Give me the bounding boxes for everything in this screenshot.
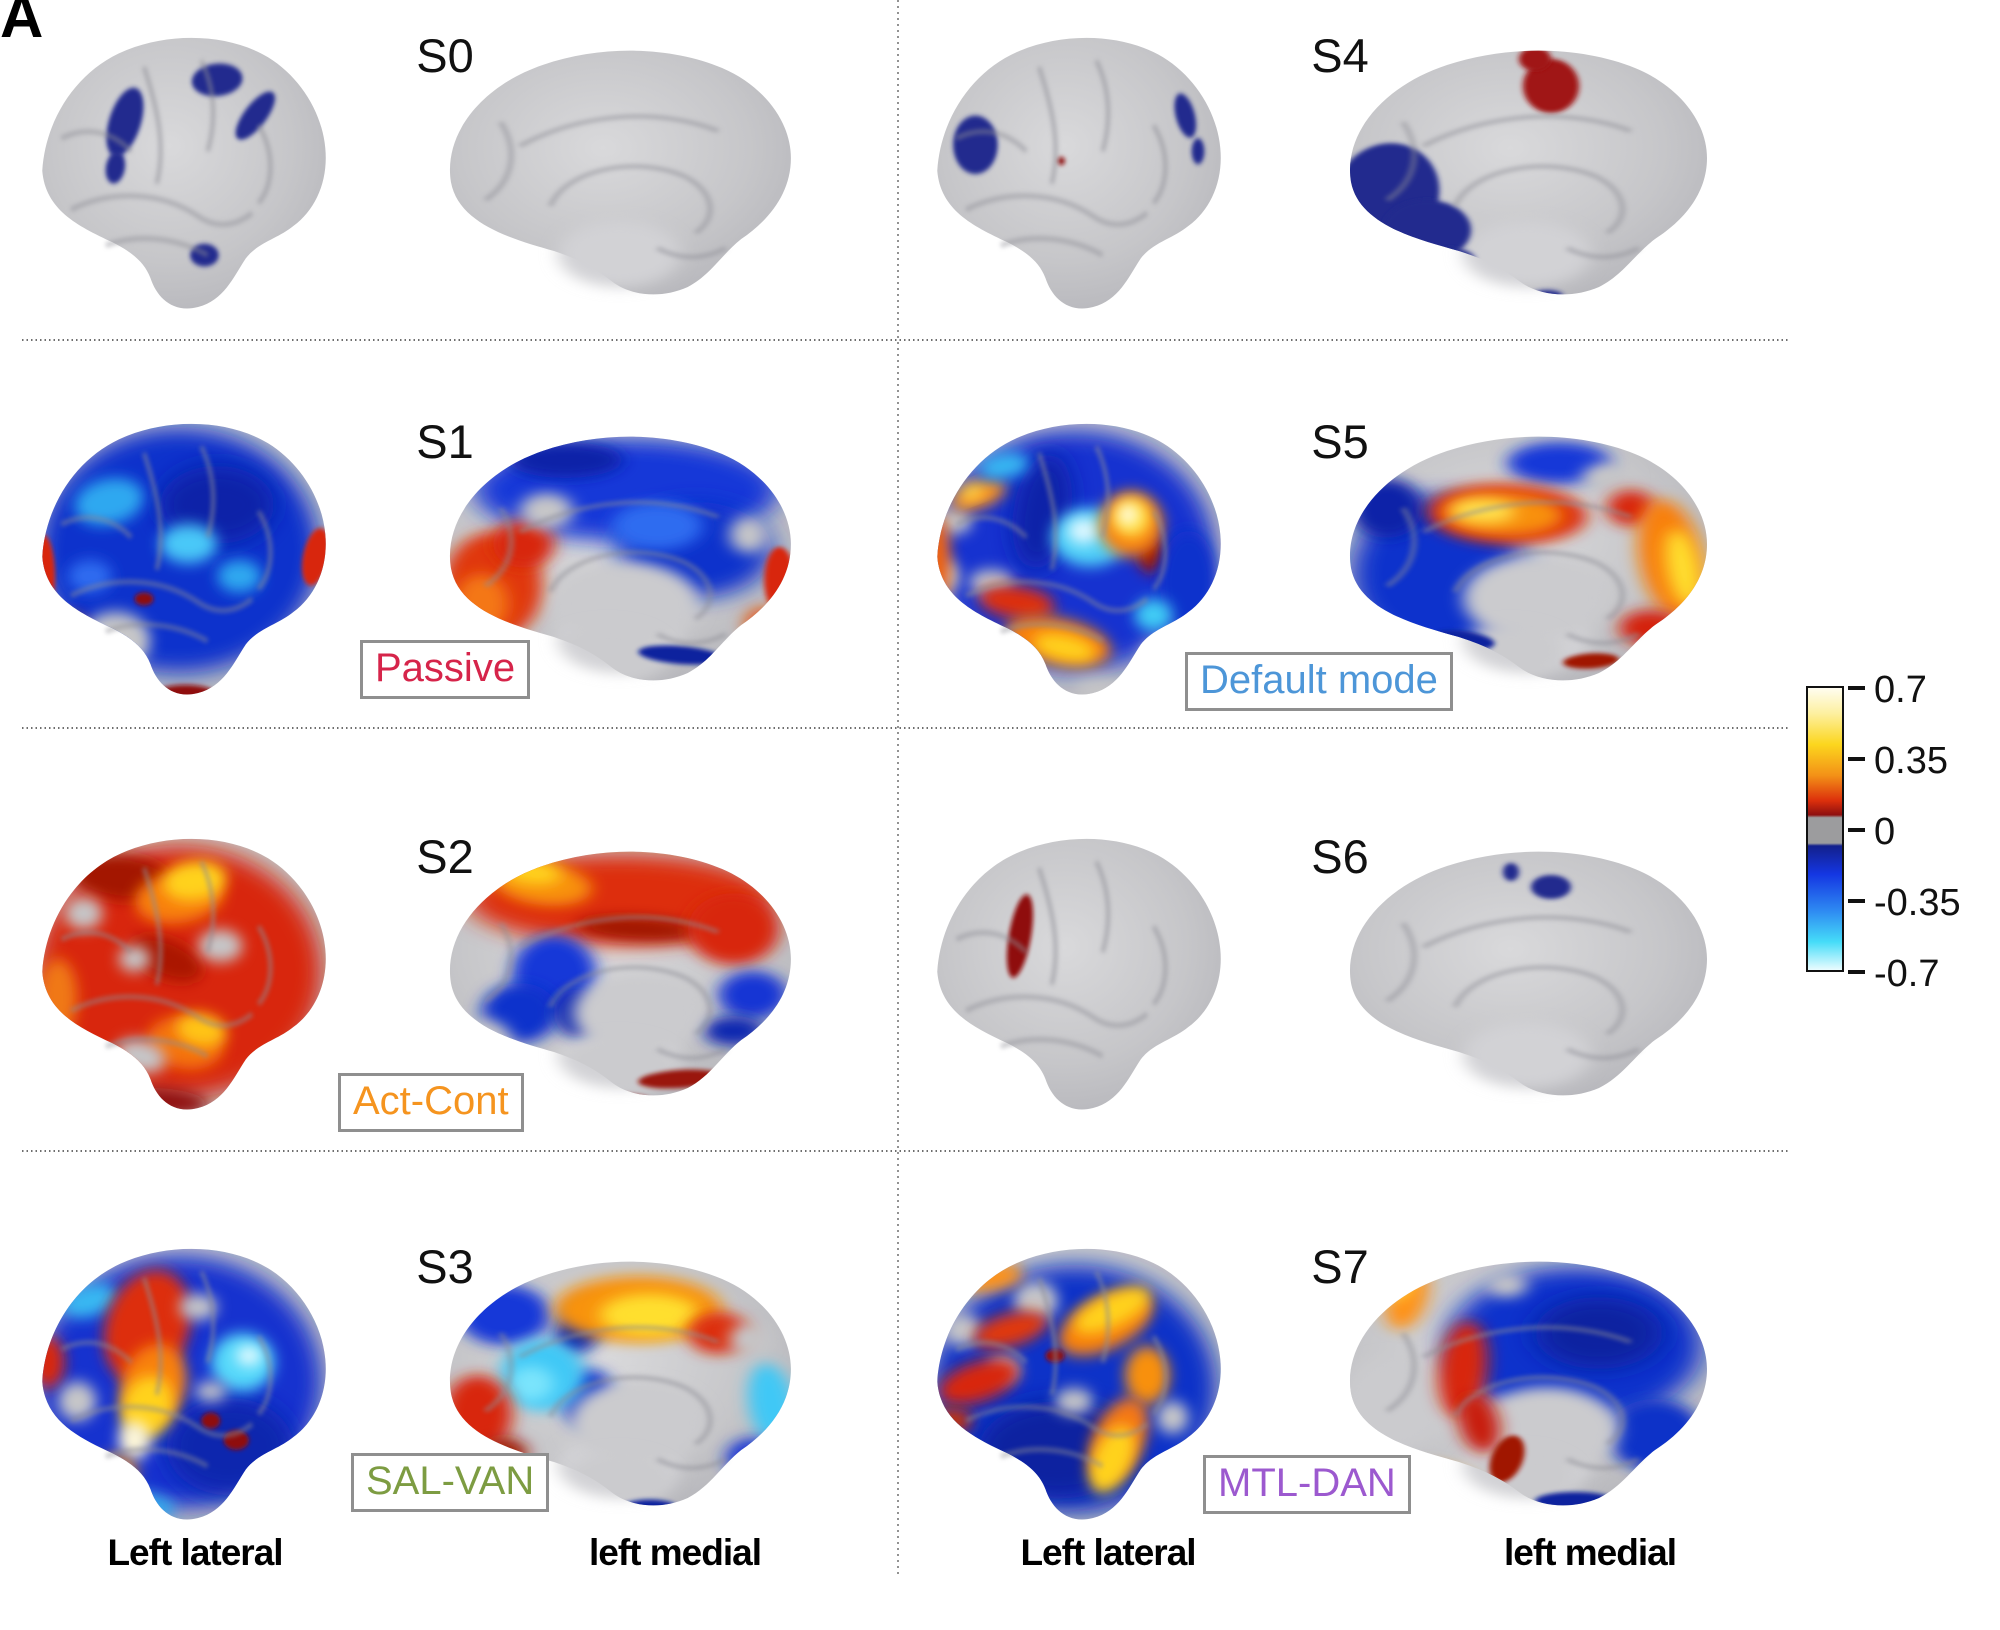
subject-label-s2: S2	[416, 830, 474, 883]
colorbar-label-min: -0.7	[1874, 953, 1940, 995]
colorbar-tick--0.35	[1848, 899, 1865, 903]
brain-medial-s0	[428, 38, 810, 308]
brain-medial-s7	[1349, 1249, 1727, 1519]
colorbar-label-mid-pos: 0.35	[1874, 740, 1948, 782]
panel-letter: A	[0, 0, 44, 50]
brain-silhouette	[937, 839, 1221, 1110]
brain-medial-s5	[1327, 424, 1727, 694]
network-label-default-mode: Default mode	[1185, 652, 1453, 711]
brain-lateral-s7	[937, 1239, 1233, 1531]
subplot-s2: S2 Act-Cont	[8, 815, 898, 1150]
subject-label-s7: S7	[1311, 1240, 1369, 1293]
brain-silhouette	[450, 51, 791, 295]
subject-label-s4: S4	[1311, 29, 1369, 82]
brain-lateral-s5	[937, 414, 1233, 695]
colorbar: 0.7 0.35 0 -0.35 -0.7	[1806, 671, 2000, 995]
colorbar-label-zero: 0	[1874, 811, 1896, 853]
view-label-left-lateral-1: Left lateral	[107, 1532, 283, 1573]
subject-label-s1: S1	[416, 415, 474, 468]
brain-medial-s6	[1327, 839, 1727, 1109]
view-label-left-lateral-2: Left lateral	[1020, 1532, 1196, 1573]
colorbar-tick--0.7	[1848, 970, 1865, 974]
brain-medial-s3	[428, 1249, 810, 1519]
subject-label-s0: S0	[416, 29, 474, 82]
brain-silhouette	[42, 38, 326, 309]
brain-medial-s4	[1349, 50, 1727, 295]
subplot-s6: S6	[903, 815, 1793, 1150]
subplot-s3: S3 SAL-VAN	[8, 1225, 898, 1560]
subplot-s1: S1 Passive	[8, 400, 898, 735]
network-label-mtl-dan: MTL-DAN	[1203, 1455, 1411, 1514]
colorbar-label-mid-neg: -0.35	[1874, 882, 1961, 924]
colorbar-tick-0.7	[1848, 686, 1865, 690]
network-label-sal-van: SAL-VAN	[351, 1453, 550, 1512]
subplot-s7: S7 MTL-DAN	[903, 1225, 1793, 1560]
colorbar-tick-0.35	[1848, 757, 1865, 761]
brain-silhouette	[1350, 852, 1707, 1096]
subplot-s5: S5 Default mode	[903, 400, 1793, 735]
brain-medial-s2	[428, 839, 810, 1109]
view-label-left-medial-1: left medial	[589, 1532, 762, 1573]
row-divider-2	[22, 727, 1790, 729]
colorbar-gradient	[1806, 686, 1844, 972]
subject-label-s6: S6	[1311, 830, 1369, 883]
colorbar-label-max: 0.7	[1874, 669, 1927, 711]
view-label-left-medial-2: left medial	[1504, 1532, 1677, 1573]
row-divider-3	[22, 1150, 1790, 1152]
subject-label-s5: S5	[1311, 415, 1369, 468]
column-divider	[897, 0, 899, 1574]
row-divider-1	[22, 339, 1790, 341]
brain-lateral-s3	[42, 1239, 338, 1520]
network-label-act-cont: Act-Cont	[338, 1073, 524, 1132]
brain-lateral-s2	[42, 829, 338, 1110]
subplot-s0: S0	[8, 14, 898, 349]
brain-medial-s1	[428, 424, 810, 694]
subplot-s4: S4	[903, 14, 1793, 349]
brain-lateral-s1	[42, 414, 326, 695]
network-label-passive: Passive	[360, 640, 531, 699]
colorbar-tick-0	[1848, 828, 1865, 832]
subject-label-s3: S3	[416, 1240, 474, 1293]
brain-lateral-s4	[915, 28, 1233, 320]
brain-lateral-s6	[915, 829, 1233, 1121]
brain-lateral-s0	[20, 28, 338, 320]
